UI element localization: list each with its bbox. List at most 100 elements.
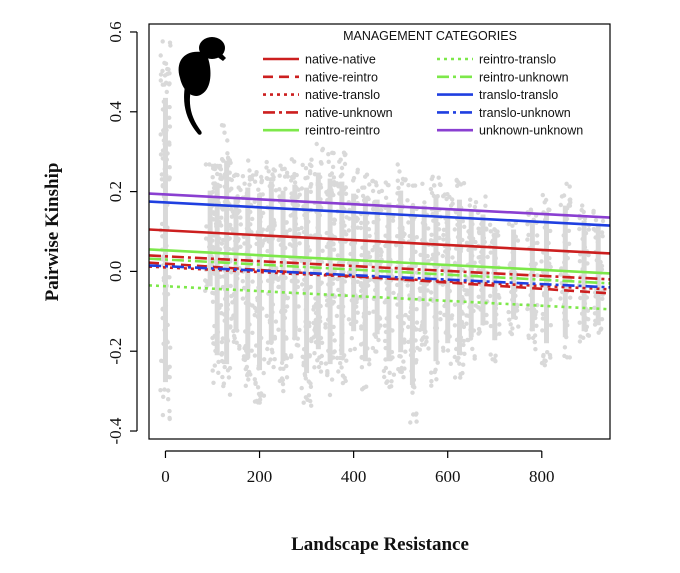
data-point — [586, 227, 591, 232]
data-point — [165, 71, 170, 77]
data-point — [238, 244, 243, 249]
data-point — [299, 186, 305, 191]
data-point — [203, 236, 209, 241]
data-point — [241, 354, 247, 359]
data-point — [461, 181, 467, 186]
data-point — [488, 323, 494, 329]
data-point — [319, 340, 325, 345]
data-point — [226, 375, 232, 380]
data-point — [340, 380, 346, 386]
data-point — [367, 182, 372, 187]
data-point — [476, 226, 481, 231]
x-axis: 0 200 400 600 800 — [161, 450, 555, 486]
data-point — [245, 373, 250, 378]
data-point — [510, 223, 515, 228]
data-point — [227, 392, 233, 397]
data-point — [342, 152, 348, 158]
data-point — [391, 214, 396, 219]
data-point — [282, 166, 287, 171]
data-point — [252, 179, 258, 184]
data-point — [339, 365, 344, 370]
data-point — [433, 367, 438, 372]
data-point — [332, 217, 337, 222]
data-point — [464, 321, 469, 326]
data-point — [249, 348, 254, 353]
data-point — [335, 276, 340, 282]
data-point — [334, 313, 340, 319]
data-point — [160, 412, 166, 418]
data-point — [323, 325, 328, 330]
data-point — [429, 379, 434, 384]
data-point — [540, 192, 545, 198]
data-point — [488, 250, 493, 255]
data-point — [386, 183, 391, 188]
data-point — [403, 349, 408, 354]
data-point — [370, 345, 376, 351]
data-point — [167, 142, 172, 147]
data-point — [203, 288, 208, 293]
data-point — [346, 228, 352, 233]
data-point — [368, 262, 373, 267]
data-point — [458, 375, 463, 380]
data-point — [271, 364, 276, 370]
data-point — [438, 310, 443, 315]
data-point — [462, 351, 467, 356]
data-point — [344, 232, 349, 237]
data-point — [429, 383, 434, 388]
data-point — [456, 355, 461, 361]
data-point — [493, 359, 498, 364]
data-point — [389, 379, 394, 384]
data-point — [229, 177, 234, 183]
y-tick-label: 0.4 — [106, 101, 125, 123]
data-point — [210, 335, 215, 341]
data-point — [265, 176, 270, 181]
data-point — [476, 294, 481, 299]
data-point — [228, 324, 233, 329]
data-point — [323, 361, 329, 366]
data-point — [166, 397, 171, 402]
data-point — [464, 288, 470, 293]
legend-item: translo-unknown — [437, 106, 571, 120]
data-point — [382, 338, 388, 344]
data-point — [305, 175, 310, 180]
data-point — [220, 374, 225, 380]
data-point — [399, 365, 404, 371]
data-point — [250, 216, 255, 222]
data-point — [160, 68, 165, 74]
data-point — [268, 357, 273, 362]
data-point — [233, 172, 238, 177]
data-point — [448, 361, 453, 366]
data-point — [441, 194, 446, 199]
data-point — [568, 295, 573, 300]
data-point — [358, 225, 364, 231]
data-point — [299, 225, 304, 231]
data-point — [455, 183, 460, 188]
data-point — [250, 279, 255, 284]
data-point — [265, 346, 270, 352]
data-point — [558, 296, 563, 301]
data-point — [485, 254, 490, 260]
data-point — [548, 297, 553, 302]
data-point — [347, 216, 352, 221]
data-point — [449, 316, 454, 321]
data-point — [279, 360, 285, 365]
data-point — [265, 248, 270, 254]
data-point — [320, 148, 325, 153]
y-axis: -0.4 -0.2 0.0 0.2 0.4 0.6 — [106, 21, 138, 444]
data-point — [492, 227, 498, 233]
data-point — [441, 237, 446, 242]
data-point — [426, 346, 431, 351]
data-point — [410, 390, 415, 395]
data-point — [379, 207, 384, 213]
data-point — [406, 315, 411, 320]
legend-item: native-translo — [263, 88, 380, 102]
point-column — [252, 170, 267, 405]
data-point — [599, 317, 605, 322]
x-tick-label: 600 — [435, 467, 461, 486]
data-point — [158, 72, 164, 77]
data-point — [525, 237, 530, 242]
data-point — [359, 220, 364, 226]
data-point — [330, 164, 336, 170]
data-point — [215, 171, 220, 177]
data-point — [525, 306, 530, 312]
